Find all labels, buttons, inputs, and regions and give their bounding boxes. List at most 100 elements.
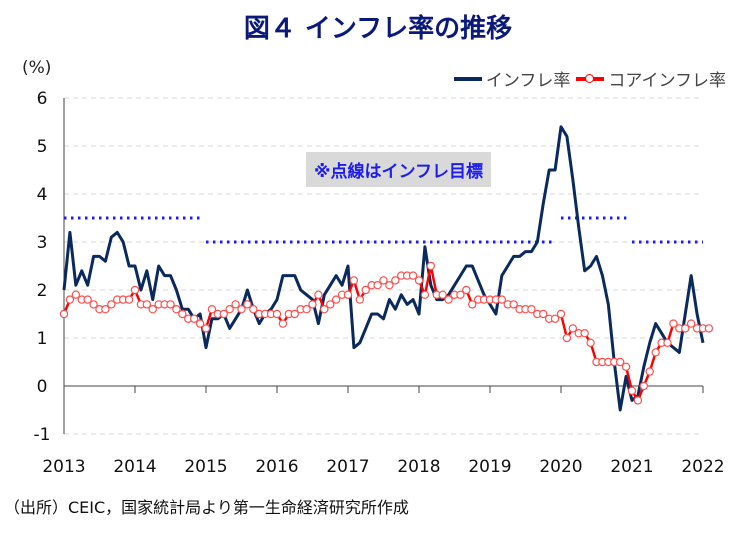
core-inflation-point — [331, 295, 341, 304]
source-note: （出所）CEIC，国家統計局より第一生命経済研究所作成 — [4, 498, 409, 517]
core-inflation-point — [272, 309, 282, 319]
core-inflation-point — [669, 319, 678, 328]
legend: インフレ率 コアインフレ率 — [453, 66, 726, 91]
x-tick-label: 2020 — [539, 457, 582, 477]
core-inflation-point — [314, 290, 323, 299]
core-inflation-point — [645, 367, 654, 376]
core-inflation-point — [172, 305, 181, 314]
core-inflation-point — [178, 309, 187, 319]
core-inflation-point — [107, 300, 116, 309]
core-inflation-point — [302, 305, 311, 314]
legend-swatch-core-inflation — [576, 73, 605, 83]
core-inflation-point — [195, 319, 205, 328]
core-inflation-point — [497, 295, 507, 304]
core-inflation-point — [237, 305, 246, 314]
x-tick-label: 2017 — [326, 457, 369, 477]
core-inflation-point — [385, 281, 394, 290]
core-inflation-point — [201, 324, 211, 333]
x-tick-label: 2022 — [681, 457, 724, 477]
legend-label-core-inflation: コアインフレ率 — [608, 71, 726, 91]
x-tick-label: 2019 — [468, 457, 511, 477]
legend-label-inflation: インフレ率 — [485, 71, 571, 91]
core-inflation-point — [468, 300, 477, 309]
y-tick-label: 5 — [37, 137, 48, 157]
x-tick-label: 2021 — [610, 457, 653, 477]
core-inflation-point — [438, 290, 447, 299]
core-inflation-point — [361, 285, 370, 295]
core-inflation-point — [456, 290, 465, 299]
core-inflation-point — [686, 319, 696, 328]
core-inflation-point — [621, 362, 631, 371]
y-tick-label: 0 — [37, 377, 48, 397]
core-inflation-point — [231, 300, 240, 309]
y-tick-label: 1 — [37, 329, 48, 349]
core-inflation-point — [326, 300, 335, 309]
y-tick-label: 6 — [37, 89, 48, 109]
core-inflation-point — [219, 309, 228, 319]
core-inflation-point — [568, 324, 578, 333]
core-inflation-point — [320, 305, 329, 314]
core-inflation-point — [83, 295, 92, 304]
core-inflation-point — [615, 357, 625, 367]
core-inflation-point — [142, 300, 152, 309]
core-inflation-point — [651, 348, 660, 357]
core-inflation-point — [278, 319, 288, 328]
core-inflation-point — [355, 295, 365, 304]
core-inflation-point — [391, 276, 400, 285]
core-inflation-point — [556, 309, 566, 319]
core-inflation-point — [539, 309, 548, 319]
core-inflation-point — [124, 295, 134, 304]
core-inflation-point — [627, 386, 637, 395]
core-inflation-point — [65, 295, 75, 304]
core-inflation-point — [225, 305, 234, 314]
core-inflation-point — [462, 285, 471, 295]
core-inflation-point — [379, 276, 388, 285]
core-inflation-point — [527, 305, 536, 314]
y-tick-label: 3 — [37, 233, 48, 253]
core-inflation-point — [59, 309, 69, 319]
core-inflation-point — [562, 333, 572, 343]
x-tick-label: 2018 — [397, 457, 440, 477]
core-inflation-point — [249, 305, 258, 314]
core-inflation-point — [373, 281, 382, 290]
core-inflation-point — [414, 276, 424, 285]
core-inflation-point — [166, 300, 175, 309]
core-inflation-point — [71, 290, 81, 299]
core-inflation-point — [681, 324, 690, 333]
core-inflation-point — [550, 314, 560, 323]
core-inflation-point — [243, 300, 252, 309]
target-annotation: ※点線はインフレ目標 — [306, 152, 492, 187]
core-inflation-point — [420, 290, 430, 299]
y-tick-label: -1 — [34, 425, 51, 445]
core-inflation-point — [663, 338, 672, 347]
x-tick-label: 2016 — [255, 457, 298, 477]
core-inflation-point — [343, 290, 353, 299]
x-tick-label: 2014 — [113, 457, 156, 477]
core-inflation-point — [189, 314, 199, 323]
core-inflation-point — [580, 329, 589, 338]
core-inflation-point — [89, 300, 98, 309]
core-inflation-point — [148, 305, 157, 314]
legend-swatch-inflation — [453, 76, 482, 81]
x-tick-label: 2015 — [184, 457, 227, 477]
core-inflation-point — [308, 300, 317, 309]
core-inflation-point — [290, 309, 299, 319]
core-inflation-point — [586, 338, 595, 347]
core-inflation-point — [426, 261, 436, 271]
chart-title: 図４ インフレ率の推移 — [243, 14, 513, 44]
core-inflation-point — [408, 271, 418, 280]
core-inflation-point — [704, 324, 714, 333]
core-inflation-point — [509, 300, 518, 309]
core-inflation-point — [101, 305, 110, 314]
core-inflation-point — [444, 295, 453, 304]
core-inflation-point — [207, 305, 217, 314]
inflation-line — [62, 125, 705, 412]
core-inflation-point — [639, 381, 649, 391]
core-inflation-point — [130, 285, 140, 295]
core-inflation-point — [349, 276, 359, 285]
y-tick-label: 2 — [37, 281, 48, 301]
core-inflation-point — [633, 396, 643, 405]
y-axis-unit: (%) — [22, 58, 52, 78]
y-tick-label: 4 — [37, 185, 48, 205]
